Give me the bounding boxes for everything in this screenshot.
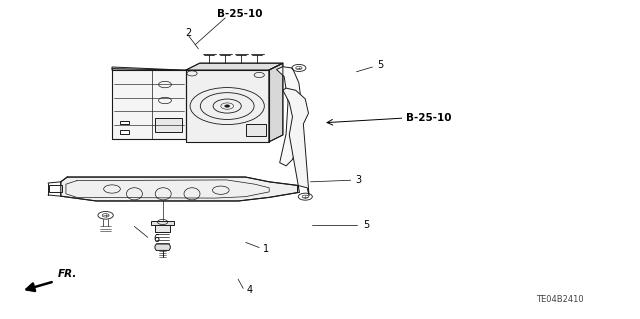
Text: 5: 5 [363, 220, 369, 230]
Text: FR.: FR. [58, 270, 77, 279]
Polygon shape [112, 70, 186, 139]
Text: B-25-10: B-25-10 [406, 113, 452, 123]
Polygon shape [49, 185, 62, 192]
Polygon shape [61, 177, 298, 201]
Text: B-25-10: B-25-10 [217, 9, 263, 19]
Polygon shape [155, 118, 182, 132]
Polygon shape [276, 67, 302, 166]
Text: 3: 3 [355, 175, 362, 185]
Polygon shape [112, 67, 186, 70]
Polygon shape [186, 63, 283, 70]
Polygon shape [246, 124, 266, 136]
Circle shape [225, 105, 230, 107]
Polygon shape [186, 70, 269, 142]
Polygon shape [283, 88, 309, 196]
Polygon shape [120, 130, 129, 134]
Text: 6: 6 [154, 234, 160, 244]
Text: TE04B2410: TE04B2410 [536, 295, 584, 304]
Text: 5: 5 [378, 60, 384, 70]
Polygon shape [269, 63, 283, 142]
Polygon shape [120, 121, 129, 124]
Polygon shape [155, 244, 170, 250]
Polygon shape [151, 221, 174, 225]
Text: 4: 4 [246, 285, 253, 295]
Polygon shape [155, 225, 170, 232]
Text: 1: 1 [262, 244, 269, 254]
Text: 2: 2 [186, 28, 192, 39]
